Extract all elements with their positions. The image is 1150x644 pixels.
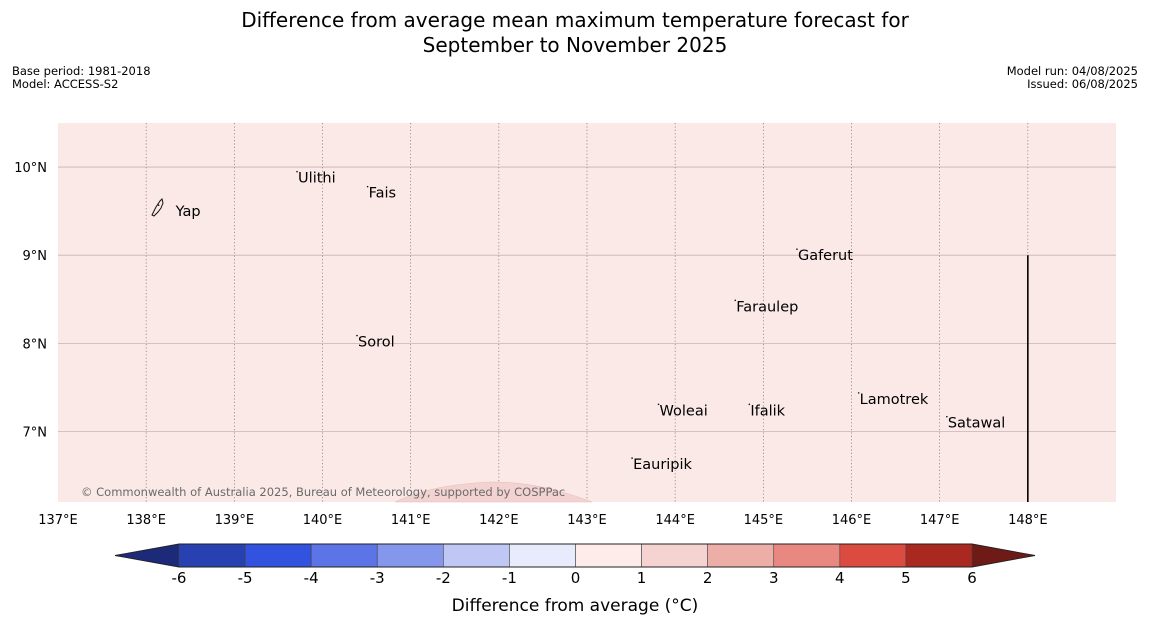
place-label: Ulithi	[298, 171, 336, 187]
longitude-tick-label: 146°E	[832, 513, 872, 528]
chart-title: Difference from average mean maximum tem…	[0, 8, 1150, 58]
colorbar-segment	[178, 543, 246, 568]
colorbar-tick-label: -4	[304, 569, 319, 587]
latitude-labels: 10°N 9°N 8°N 7°N	[14, 161, 47, 440]
place-label: Gaferut	[798, 248, 853, 264]
colorbar-tick-label: 3	[769, 569, 779, 587]
place-dot	[796, 248, 798, 251]
colorbar-segment	[509, 543, 576, 568]
colorbar-tick-label: -1	[502, 569, 517, 587]
base-period-text: Base period: 1981-2018	[12, 64, 151, 78]
colorbar: -6 -5 -4 -3 -2 -1 0 1 2 3 4 5 6	[114, 543, 1036, 587]
graticule	[58, 123, 1116, 502]
colorbar-title: Difference from average (°C)	[451, 596, 699, 616]
longitude-tick-label: 148°E	[1008, 513, 1048, 528]
colorbar-tick-label: 1	[637, 569, 647, 587]
colorbar-tick-label: 2	[703, 569, 713, 587]
place-dot	[631, 457, 633, 459]
place-dot	[296, 170, 298, 173]
place-label: Faraulep	[736, 299, 798, 315]
longitude-tick-label: 141°E	[391, 513, 431, 528]
colorbar-tick-label: -5	[238, 569, 253, 587]
place-label: Fais	[369, 186, 396, 202]
colorbar-segment	[773, 543, 841, 568]
colorbar-segment	[443, 543, 510, 568]
longitude-tick-label: 143°E	[567, 513, 607, 528]
place-dot	[366, 185, 369, 188]
longitude-labels: 137°E 138°E 139°E 140°E 141°E 142°E 143°E 144°E…	[38, 513, 1047, 528]
place-label: Lamotrek	[860, 392, 929, 408]
colorbar-segment	[575, 543, 642, 568]
latitude-tick-label: 9°N	[23, 249, 48, 264]
title-line-2: September to November 2025	[422, 33, 728, 57]
colorbar-tick-label: 5	[901, 569, 911, 587]
colorbar-high-extend	[972, 544, 1035, 567]
place-label: Sorol	[358, 335, 395, 351]
longitude-tick-label: 140°E	[303, 513, 343, 528]
place-dot	[657, 403, 660, 406]
colorbar-segment	[905, 543, 973, 568]
colorbar-segment	[310, 543, 378, 568]
longitude-tick-label: 147°E	[920, 513, 960, 528]
longitude-tick-label: 145°E	[744, 513, 784, 528]
latitude-tick-label: 8°N	[23, 337, 48, 352]
place-dot	[857, 392, 860, 394]
latitude-tick-label: 10°N	[14, 161, 47, 176]
colorbar-outline	[114, 543, 1036, 568]
place-label: Satawal	[948, 416, 1005, 432]
place-label: Ifalik	[750, 403, 785, 419]
place-dot	[946, 415, 948, 418]
longitude-tick-label: 137°E	[38, 513, 78, 528]
place-dot	[734, 299, 737, 302]
place-label: Woleai	[660, 403, 708, 419]
colorbar-tick-label: 4	[835, 569, 845, 587]
place-labels: Yap Ulithi Fais Gaferut Faraulep Sorol Lamotre…	[157, 170, 1005, 473]
place-dot	[748, 403, 751, 406]
longitude-tick-label: 144°E	[655, 513, 695, 528]
model-run-text: Model run: 04/08/2025	[1006, 64, 1138, 78]
landmass-shape	[394, 481, 593, 503]
colorbar-tick-label: -6	[172, 569, 187, 587]
place-label: Eauripik	[633, 457, 692, 473]
colorbar-low-extend	[115, 544, 179, 567]
colorbar-segment	[641, 543, 708, 568]
info-right: Model run: 04/08/2025 Issued: 06/08/2025	[1007, 65, 1138, 91]
longitude-tick-label: 142°E	[479, 513, 519, 528]
latitude-tick-label: 7°N	[23, 425, 48, 440]
place-dot	[356, 334, 358, 337]
place-label: Yap	[175, 204, 201, 220]
map-background	[58, 123, 1116, 502]
yap-island-shape	[151, 198, 164, 217]
colorbar-tick-label: 6	[967, 569, 977, 587]
issued-text: Issued: 06/08/2025	[1027, 77, 1138, 91]
colorbar-segment	[244, 543, 312, 568]
colorbar-segment	[839, 543, 907, 568]
longitude-tick-label: 138°E	[126, 513, 166, 528]
colorbar-tick-label: 0	[571, 569, 581, 587]
colorbar-segment	[376, 543, 444, 568]
info-left: Base period: 1981-2018 Model: ACCESS-S2	[12, 65, 151, 91]
model-text: Model: ACCESS-S2	[12, 77, 119, 91]
colorbar-tick-label: -3	[370, 569, 385, 587]
title-line-1: Difference from average mean maximum tem…	[241, 8, 909, 32]
copyright-text: © Commonwealth of Australia 2025, Bureau…	[81, 485, 565, 499]
place-dot	[157, 204, 160, 206]
colorbar-segment	[707, 543, 775, 568]
colorbar-tick-label: -2	[436, 569, 451, 587]
longitude-tick-label: 139°E	[215, 513, 255, 528]
